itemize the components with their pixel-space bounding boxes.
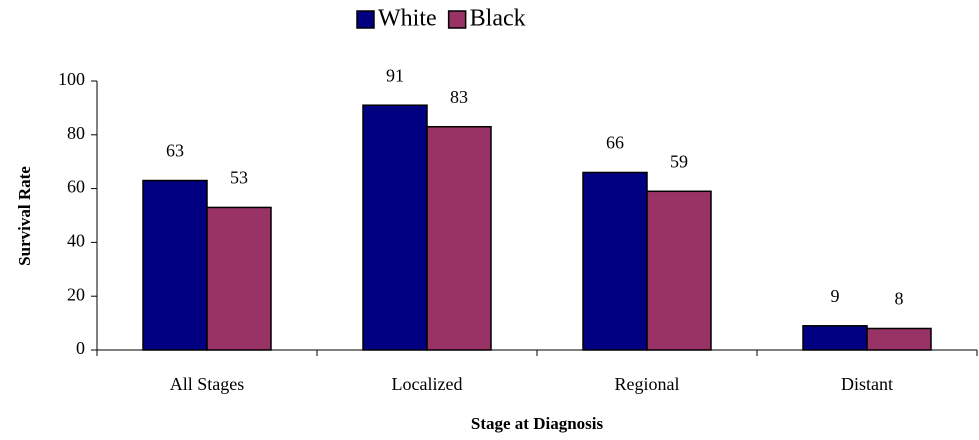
data-label: 53 — [230, 168, 248, 188]
data-label: 83 — [450, 87, 468, 107]
x-axis-title: Stage at Diagnosis — [471, 414, 604, 433]
legend-swatch — [356, 10, 375, 29]
y-tick-label: 60 — [67, 177, 85, 197]
y-tick-label: 80 — [67, 123, 85, 143]
y-tick-label: 100 — [58, 69, 85, 89]
bar — [646, 190, 712, 351]
legend-label: Black — [470, 6, 526, 32]
legend-swatch — [447, 10, 467, 29]
bar — [142, 179, 208, 351]
x-tick-label: Distant — [841, 374, 893, 394]
data-label: 66 — [606, 133, 624, 153]
x-tick-label: Regional — [615, 374, 680, 394]
x-tick-label: All Stages — [170, 374, 245, 394]
data-label: 63 — [166, 141, 184, 161]
bar — [426, 125, 492, 351]
data-label: 8 — [895, 289, 904, 309]
x-tick-label: Localized — [392, 374, 463, 394]
data-label: 59 — [670, 151, 688, 171]
data-label: 9 — [831, 286, 840, 306]
bar — [866, 327, 932, 351]
data-label: 91 — [386, 65, 404, 85]
bar — [582, 171, 648, 351]
legend-label: White — [378, 6, 437, 32]
y-axis-title: Survival Rate — [15, 166, 34, 266]
bar — [802, 325, 868, 351]
bar — [362, 104, 428, 351]
y-tick-label: 40 — [67, 231, 85, 251]
y-tick-label: 0 — [76, 338, 85, 358]
y-tick-label: 20 — [67, 284, 85, 304]
bar — [206, 206, 272, 351]
